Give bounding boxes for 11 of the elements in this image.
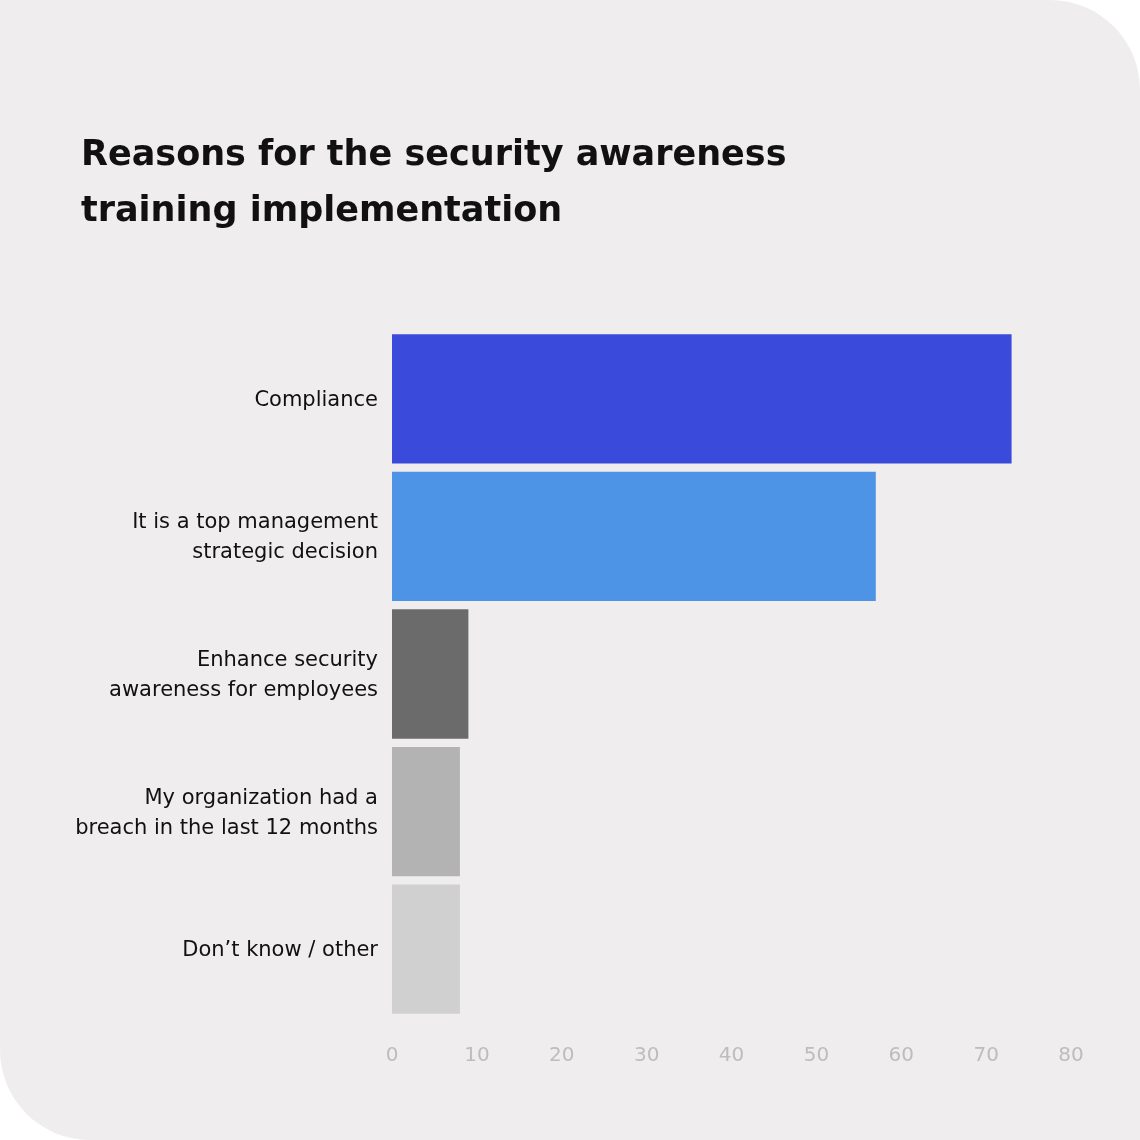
- bar: [392, 334, 1012, 464]
- chart-title: Reasons for the security awareness training implementation: [81, 133, 799, 229]
- bar: [392, 471, 876, 602]
- y-tick-label: My organization had a breach in the last 12 months: [75, 784, 378, 839]
- y-tick-label: Don’t know / other: [182, 937, 379, 962]
- bar: [392, 884, 460, 1014]
- bar: [392, 609, 469, 739]
- y-tick-label: It is a top management strategic decision: [132, 509, 378, 564]
- bar: [392, 746, 460, 877]
- y-tick-label: Compliance: [254, 386, 378, 411]
- y-tick-label: Enhance security awareness for employees: [109, 647, 378, 701]
